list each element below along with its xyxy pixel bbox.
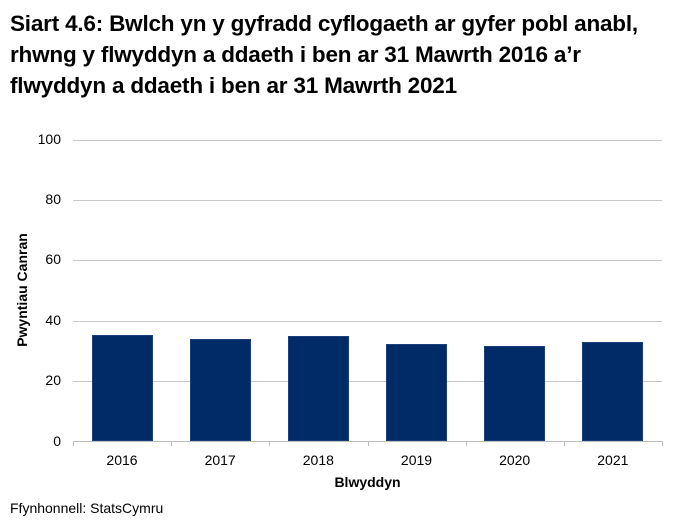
x-tick-label: 2016 <box>106 452 138 468</box>
x-tick-mark <box>466 441 467 446</box>
x-tick-label: 2017 <box>204 452 236 468</box>
x-axis-line <box>73 441 662 442</box>
x-axis-label: Blwyddyn <box>334 474 401 490</box>
gridline <box>73 260 662 261</box>
x-tick-mark <box>564 441 565 446</box>
y-tick-label: 100 <box>37 131 61 147</box>
bar-2021 <box>582 341 644 442</box>
y-tick-label: 40 <box>45 312 61 328</box>
y-tick-label: 60 <box>45 251 61 267</box>
x-tick-mark <box>171 441 172 446</box>
gridline <box>73 321 662 322</box>
bar-2018 <box>287 335 349 442</box>
x-tick-label: 2018 <box>302 452 334 468</box>
x-tick-mark <box>368 441 369 446</box>
x-tick-mark <box>73 441 74 446</box>
y-axis-label: Pwyntiau Canran <box>14 233 30 347</box>
y-tick-label: 0 <box>53 433 61 449</box>
x-tick-label: 2019 <box>400 452 433 468</box>
bar-2017 <box>189 339 251 442</box>
y-tick-label: 80 <box>45 191 61 207</box>
x-tick-mark <box>662 441 663 446</box>
chart-title: Siart 4.6: Bwlch yn y gyfradd cyflogaeth… <box>10 11 638 98</box>
x-tick-mark <box>269 441 270 446</box>
gridline <box>73 200 662 201</box>
x-tick-label: 2020 <box>499 452 531 468</box>
bar-2016 <box>91 334 153 442</box>
gridline <box>73 381 662 382</box>
bar-2019 <box>386 343 448 442</box>
y-tick-label: 20 <box>45 372 61 388</box>
gridline <box>73 140 662 141</box>
bar-2020 <box>484 345 546 442</box>
source-note: Ffynhonnell: StatsCymru <box>10 500 164 516</box>
x-tick-label: 2021 <box>597 452 629 468</box>
